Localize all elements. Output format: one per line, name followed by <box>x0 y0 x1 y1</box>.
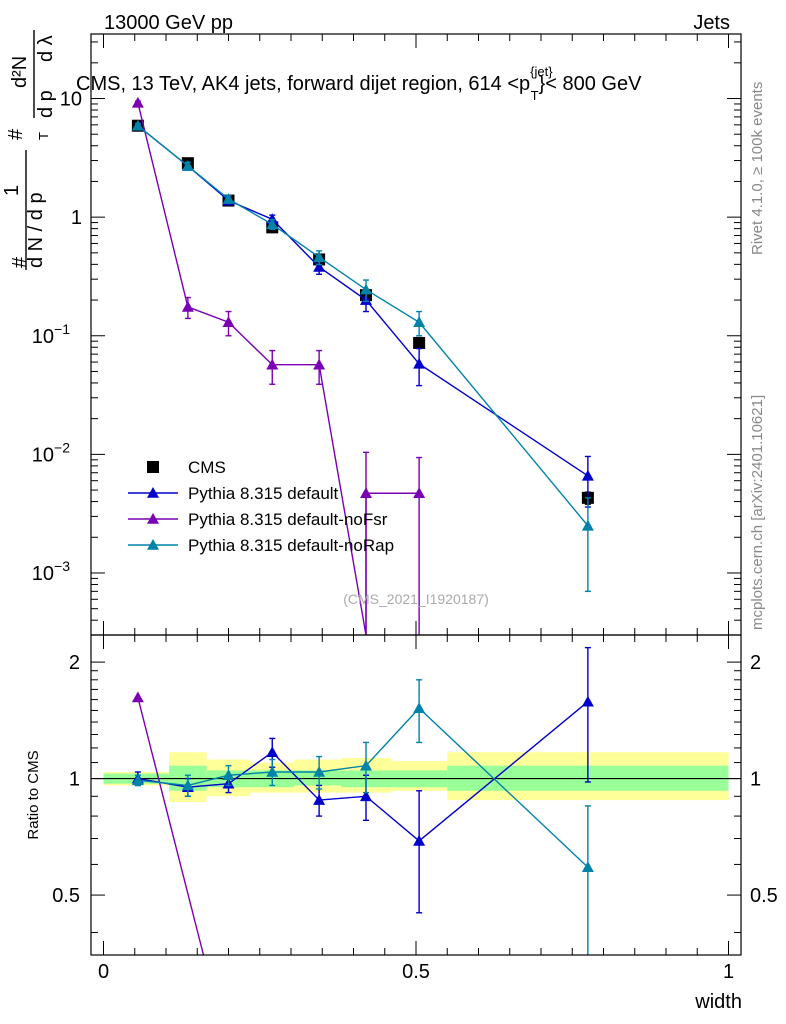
ratio-point-default <box>581 695 594 707</box>
ratio-y-tick-label: 1 <box>69 769 80 791</box>
series-nofsr <box>131 96 426 636</box>
point-nofsr <box>360 487 372 499</box>
ratio-point-norap <box>181 779 194 791</box>
ratio-point-norap <box>313 765 326 777</box>
legend-entry-cms: CMS <box>147 458 226 477</box>
rivet-label: Rivet 4.1.0, ≥ 100k events <box>749 82 766 255</box>
point-norap <box>131 119 144 131</box>
ratio-point-default <box>266 746 279 757</box>
svg-text:T: T <box>36 132 51 140</box>
series-norap <box>131 119 594 593</box>
ratio-y-tick-label-right: 2 <box>750 652 761 674</box>
y-tick-label: 10−3 <box>32 558 70 585</box>
top-axes: 10−310−210−1110102 <box>32 34 741 635</box>
mcplots-label: mcplots.cern.ch [arXiv:2401.10621] <box>749 395 766 630</box>
legend-marker-cms <box>147 461 159 473</box>
legend-marker-nofsr <box>147 513 159 524</box>
point-nofsr <box>313 358 326 370</box>
legend-entry-nofsr: Pythia 8.315 default-noFsr <box>128 510 388 529</box>
ratio-y-tick-label-right: 1 <box>750 769 761 791</box>
legend-label: Pythia 8.315 default-noRap <box>188 536 394 555</box>
point-norap <box>313 251 326 262</box>
legend-label: Pythia 8.315 default <box>188 484 339 503</box>
x-tick-label: 0 <box>98 961 109 983</box>
svg-text:d p: d p <box>35 90 57 118</box>
ratio-point-norap <box>581 861 594 873</box>
point-default <box>313 260 326 272</box>
ratio-line-default <box>137 701 589 842</box>
ratio-series-nofsr <box>131 691 205 956</box>
ratio-point-norap <box>413 702 426 714</box>
top-series <box>131 96 594 636</box>
ratio-point-default <box>313 794 326 805</box>
point-norap <box>413 316 426 328</box>
legend: CMS Pythia 8.315 default Pythia 8.315 defa… <box>128 458 394 555</box>
ratio-point-default <box>360 790 372 802</box>
svg-text:d²N: d²N <box>9 56 31 88</box>
ratio-y-label: Ratio to CMS <box>25 750 42 839</box>
x-tick-label: 1 <box>723 961 734 983</box>
point-default <box>581 469 594 481</box>
svg-text:d N / d p: d N / d p <box>25 192 47 268</box>
x-tick-label: 0.5 <box>402 961 430 983</box>
y-tick-label: 10 <box>60 89 82 111</box>
ratio-point-norap <box>266 765 279 777</box>
legend-label: Pythia 8.315 default-noFsr <box>188 510 388 529</box>
plot-title: CMS, 13 TeV, AK4 jets, forward dijet reg… <box>76 64 642 103</box>
x-axis-label: width <box>694 991 742 1013</box>
legend-entry-default: Pythia 8.315 default <box>128 484 339 503</box>
point-norap <box>266 218 279 230</box>
y-tick-label: 10−1 <box>32 321 70 348</box>
point-nofsr <box>222 316 235 328</box>
svg-text:#: # <box>5 128 27 140</box>
band-inner <box>294 770 341 786</box>
y-tick-label: 1 <box>71 207 82 229</box>
ratio-point-norap <box>131 774 144 786</box>
legend-label: CMS <box>188 458 226 477</box>
legend-entry-norap: Pythia 8.315 default-noRap <box>128 536 394 555</box>
point-norap <box>581 519 594 531</box>
legend-marker-default <box>147 487 159 498</box>
y-tick-label: 10−2 <box>32 439 70 466</box>
ratio-line-norap <box>137 707 589 868</box>
point-cms <box>413 336 426 349</box>
series-line-norap <box>137 125 589 527</box>
header-left: 13000 GeV pp <box>104 12 233 34</box>
svg-text:1: 1 <box>1 185 23 196</box>
ratio-axes: 0.5 0.5 1 1 2 2 0 0.5 1 <box>52 635 778 983</box>
ratio-y-tick-label-right: 0.5 <box>750 885 778 907</box>
point-nofsr <box>181 300 194 312</box>
y-axis-label-top: # 1 d N / d p T # d²N d p d λ <box>1 30 57 270</box>
point-nofsr <box>131 96 144 108</box>
point-nofsr <box>413 487 426 499</box>
point-norap <box>360 283 372 295</box>
point-nofsr <box>266 358 279 370</box>
point-norap <box>181 159 194 171</box>
series-line-nofsr <box>137 102 420 636</box>
ratio-y-tick-label: 2 <box>69 652 80 674</box>
ratio-y-tick-label: 0.5 <box>52 885 80 907</box>
ratio-point-default <box>413 834 426 846</box>
analysis-watermark: (CMS_2021_I1920187) <box>343 591 489 607</box>
ratio-series <box>131 646 594 956</box>
point-default <box>413 357 426 369</box>
point-norap <box>222 193 235 204</box>
svg-text:d λ: d λ <box>35 35 57 62</box>
ratio-series-norap <box>131 679 594 955</box>
ratio-line-nofsr <box>137 697 205 956</box>
ratio-point-nofsr <box>131 691 144 703</box>
ratio-point-norap <box>360 759 372 771</box>
ratio-point-norap <box>222 769 235 781</box>
header-right: Jets <box>693 12 730 34</box>
legend-marker-norap <box>147 539 159 550</box>
